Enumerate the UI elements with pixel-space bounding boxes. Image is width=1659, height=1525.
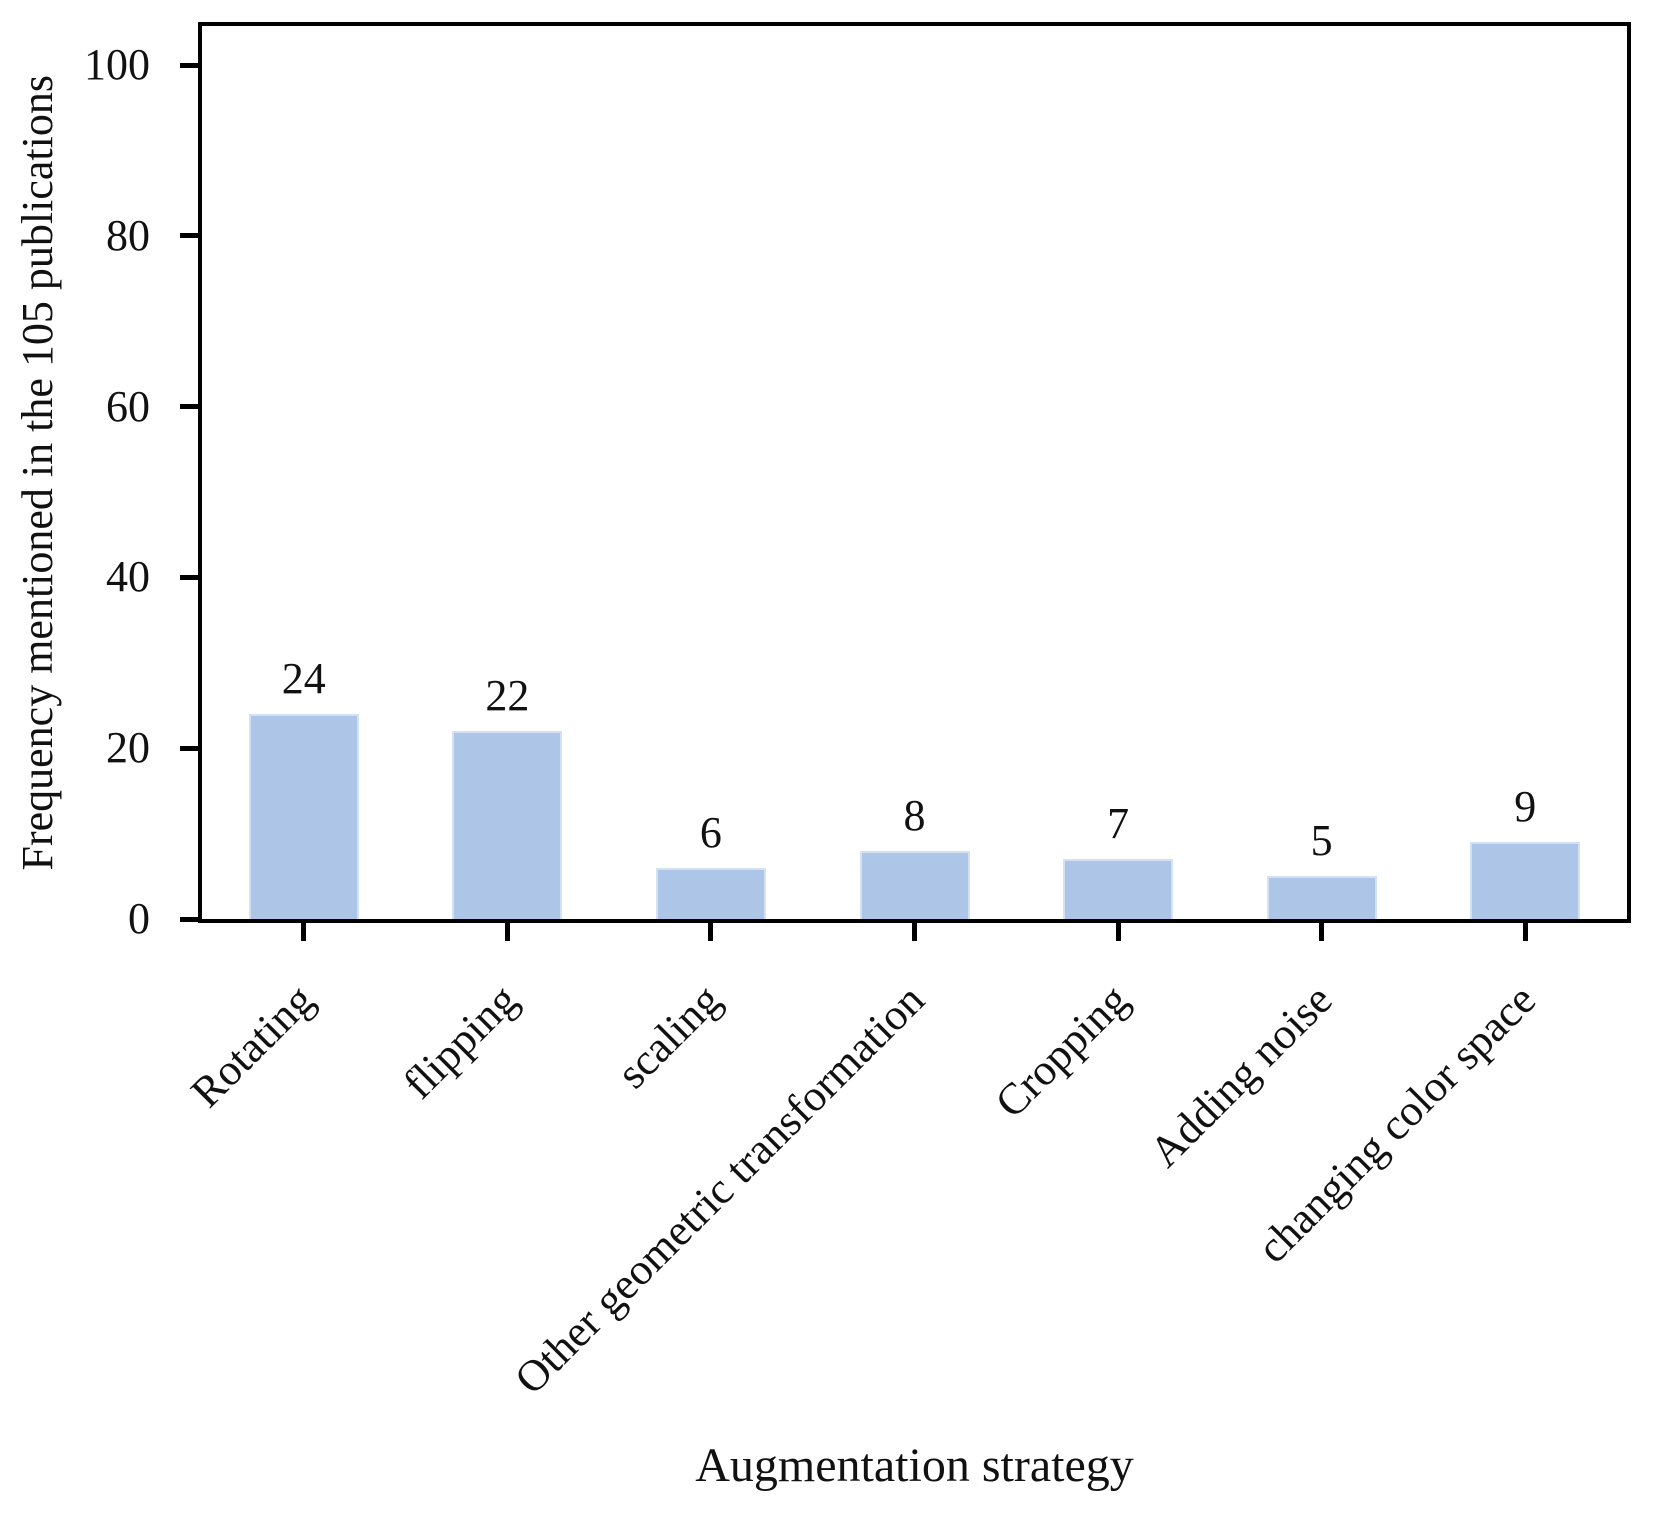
y-tick-mark (180, 574, 200, 580)
x-tick-label: scaling (607, 975, 731, 1098)
x-tick-label: flipping (393, 975, 528, 1109)
plot-area (198, 22, 1631, 923)
y-tick-mark (180, 745, 200, 751)
bar-value-label: 6 (699, 808, 722, 857)
y-tick-label: 60 (106, 381, 150, 431)
bar-flipping (452, 731, 563, 919)
y-tick-mark (180, 233, 200, 239)
y-tick-label: 80 (106, 210, 150, 260)
y-tick-mark (180, 62, 200, 68)
y-tick-label: 0 (128, 894, 150, 943)
x-tick-mark (708, 919, 714, 941)
y-axis-title-wrap: Frequency mentioned in the 105 publicati… (2, 22, 72, 923)
x-axis-title: Augmentation strategy (695, 1439, 1134, 1492)
x-tick-label: Adding noise (1139, 975, 1342, 1177)
x-tick-mark (1522, 919, 1528, 941)
bar-changing-color-space (1470, 842, 1581, 919)
bar-value-label: 24 (281, 654, 326, 703)
x-tick-mark (1115, 919, 1121, 941)
y-tick-mark (180, 404, 200, 410)
bar-rotating (248, 714, 359, 919)
bar-value-label: 7 (1107, 799, 1130, 848)
x-tick-label: Rotating (181, 975, 324, 1117)
bar-other-geometric-transformation (859, 851, 970, 919)
bar-adding-noise (1266, 876, 1377, 919)
x-tick-label: Other geometric transformation (505, 975, 935, 1404)
y-tick-label: 40 (106, 552, 150, 602)
bar-value-label: 5 (1310, 816, 1333, 865)
y-tick-mark (180, 916, 200, 922)
bar-value-label: 8 (903, 791, 926, 840)
bar-value-label: 9 (1514, 782, 1537, 831)
x-tick-mark (301, 919, 307, 941)
x-tick-mark (912, 919, 917, 941)
x-tick-mark (1319, 919, 1325, 941)
bar-cropping (1063, 859, 1174, 919)
x-tick-label: Cropping (985, 975, 1138, 1128)
y-tick-label: 20 (106, 723, 150, 773)
y-tick-label: 100 (84, 40, 150, 89)
bar-scaling (655, 868, 766, 919)
bar-value-label: 22 (485, 671, 530, 720)
x-tick-mark (504, 919, 510, 941)
